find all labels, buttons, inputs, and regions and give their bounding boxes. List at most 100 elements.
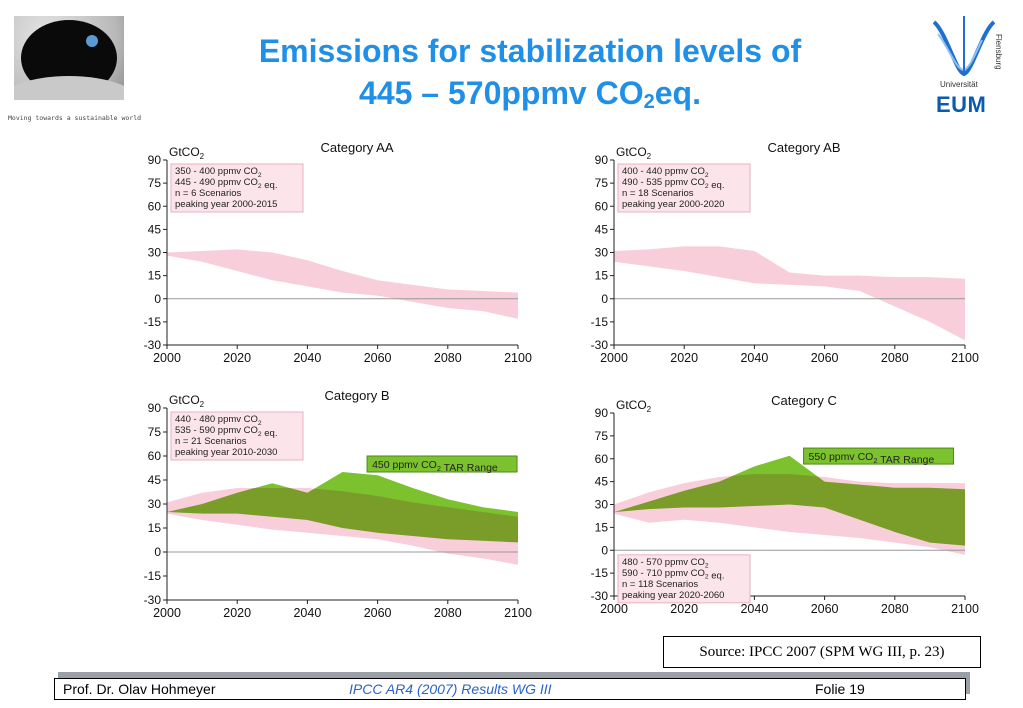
annotation-line: 535 - 590 ppmv CO2 eq. xyxy=(175,425,277,439)
title-line-2: 445 – 570ppmv CO2eq. xyxy=(359,75,701,113)
x-tick-label: 2020 xyxy=(223,351,251,365)
x-tick-label: 2020 xyxy=(670,351,698,365)
annotation-line: n = 18 Scenarios xyxy=(622,188,694,199)
tagline: Moving towards a sustainable world xyxy=(8,114,142,122)
x-tick-label: 2080 xyxy=(881,602,909,616)
annotation-line: 400 - 440 ppmv CO2 xyxy=(622,166,709,179)
range-bands xyxy=(167,472,518,565)
x-tick-label: 2040 xyxy=(293,351,321,365)
chart-title: Category AB xyxy=(768,140,841,155)
eum-logo-text: EUM xyxy=(936,92,987,117)
annotation-line: n = 6 Scenarios xyxy=(175,188,242,199)
footer-author: Prof. Dr. Olav Hohmeyer xyxy=(63,681,216,697)
x-tick-label: 2080 xyxy=(881,351,909,365)
x-tick-label: 2000 xyxy=(153,606,181,620)
annotation-line: n = 21 Scenarios xyxy=(175,436,247,447)
y-tick-label: 45 xyxy=(595,222,609,236)
y-axis-label: GtCO2 xyxy=(169,145,205,161)
title-line-1: Emissions for stabilization levels of xyxy=(258,33,802,69)
logo-vertical-text: Flensburg xyxy=(994,34,1002,70)
y-tick-label: 90 xyxy=(595,153,609,167)
tar-range-box xyxy=(803,447,955,465)
annotation-line: 440 - 480 ppmv CO2 xyxy=(175,414,262,427)
university-label: Universität xyxy=(940,80,978,89)
y-tick-label: 60 xyxy=(148,199,162,213)
range-bands xyxy=(167,249,518,319)
chart-title: Category B xyxy=(324,388,389,403)
annotation-line: 480 - 570 ppmv CO2 xyxy=(622,557,709,570)
x-tick-label: 2020 xyxy=(223,606,251,620)
x-tick-label: 2100 xyxy=(951,602,979,616)
annotation-line: 490 - 535 ppmv CO2 eq. xyxy=(622,177,724,191)
y-tick-label: -30 xyxy=(591,338,609,352)
pink-range-band xyxy=(167,488,518,565)
x-tick-label: 2060 xyxy=(811,602,839,616)
x-tick-label: 2080 xyxy=(434,606,462,620)
x-tick-label: 2100 xyxy=(504,606,532,620)
y-tick-label: 75 xyxy=(595,429,609,443)
y-tick-label: 15 xyxy=(595,520,609,534)
y-tick-label: 60 xyxy=(148,449,162,463)
y-tick-label: 90 xyxy=(595,406,609,420)
y-tick-label: -30 xyxy=(591,589,609,603)
y-tick-label: 15 xyxy=(148,269,162,283)
y-axis-label: GtCO2 xyxy=(616,145,652,161)
annotation-line: peaking year 2020-2060 xyxy=(622,590,724,601)
x-tick-label: 2060 xyxy=(364,606,392,620)
annotation-line: 445 - 490 ppmv CO2 eq. xyxy=(175,177,277,191)
source-citation: Source: IPCC 2007 (SPM WG III, p. 23) xyxy=(663,636,981,668)
y-tick-label: 15 xyxy=(595,269,609,283)
y-tick-label: 0 xyxy=(601,543,608,557)
y-tick-label: 60 xyxy=(595,199,609,213)
y-tick-label: -15 xyxy=(591,315,609,329)
x-tick-label: 2040 xyxy=(740,351,768,365)
x-tick-label: 2020 xyxy=(670,602,698,616)
footer-slide-number: Folie 19 xyxy=(815,681,865,697)
y-tick-label: -30 xyxy=(144,593,162,607)
y-tick-label: 30 xyxy=(595,246,609,260)
y-tick-label: 75 xyxy=(595,176,609,190)
annotation-box xyxy=(170,163,304,213)
tar-range-label: 450 ppmv CO2 TAR Range xyxy=(372,459,498,474)
annotation-box xyxy=(617,554,751,604)
annotation-line: peaking year 2010-2030 xyxy=(175,447,277,458)
range-bands xyxy=(614,246,965,341)
pink-range-band xyxy=(614,246,965,341)
y-tick-label: 30 xyxy=(148,246,162,260)
y-tick-label: 30 xyxy=(148,497,162,511)
x-tick-label: 2060 xyxy=(811,351,839,365)
annotation-line: peaking year 2000-2020 xyxy=(622,199,724,210)
chart-title: Category C xyxy=(771,393,837,408)
annotation-line: 350 - 400 ppmv CO2 xyxy=(175,166,262,179)
tar-range-label: 550 ppmv CO2 TAR Range xyxy=(809,451,935,466)
y-tick-label: 45 xyxy=(148,473,162,487)
y-tick-label: -15 xyxy=(144,569,162,583)
y-tick-label: 0 xyxy=(154,545,161,559)
range-bands xyxy=(614,455,965,555)
x-tick-label: 2060 xyxy=(364,351,392,365)
annotation-line: peaking year 2000-2015 xyxy=(175,199,277,210)
y-tick-label: 45 xyxy=(148,222,162,236)
pink-range-band xyxy=(167,249,518,319)
y-tick-label: -15 xyxy=(591,566,609,580)
x-tick-label: 2040 xyxy=(293,606,321,620)
x-tick-label: 2100 xyxy=(951,351,979,365)
earth-rise-icon xyxy=(14,20,124,100)
annotation-box xyxy=(170,411,304,461)
y-tick-label: 90 xyxy=(148,153,162,167)
y-tick-label: 15 xyxy=(148,521,162,535)
y-tick-label: 75 xyxy=(148,425,162,439)
y-axis-label: GtCO2 xyxy=(169,393,205,409)
annotation-line: n = 118 Scenarios xyxy=(622,579,698,590)
annotation-line: 590 - 710 ppmv CO2 eq. xyxy=(622,568,724,582)
x-tick-label: 2000 xyxy=(600,351,628,365)
slide-title: Emissions for stabilization levels of 44… xyxy=(160,30,900,114)
earth-logo xyxy=(14,16,124,100)
footer-center: IPCC AR4 (2007) Results WG III xyxy=(349,681,552,697)
y-axis-label: GtCO2 xyxy=(616,398,652,414)
tar-range-box xyxy=(366,455,518,473)
